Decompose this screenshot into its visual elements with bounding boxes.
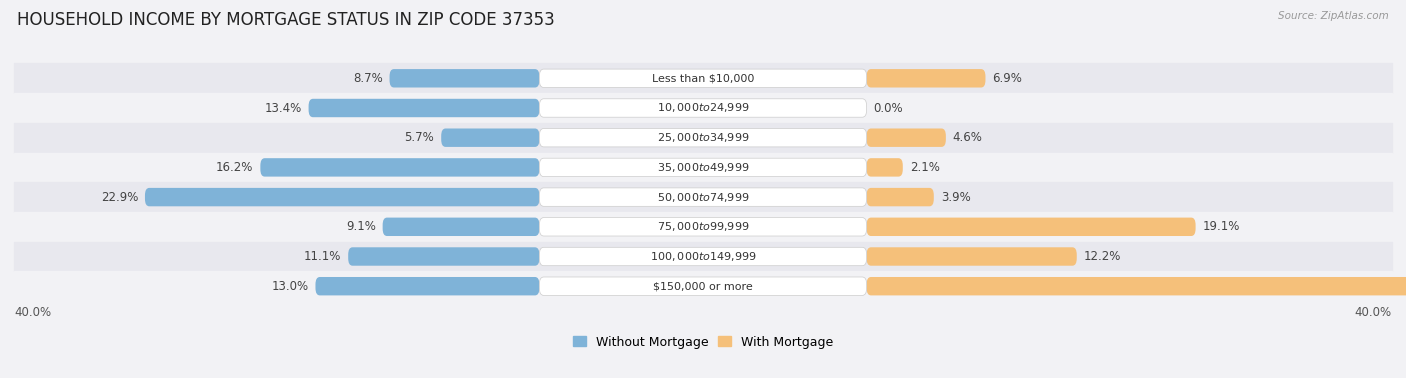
FancyBboxPatch shape	[540, 277, 866, 296]
FancyBboxPatch shape	[540, 247, 866, 266]
Text: 4.6%: 4.6%	[953, 131, 983, 144]
Bar	[14, 93, 1392, 123]
Text: 11.1%: 11.1%	[304, 250, 342, 263]
Bar	[14, 242, 1392, 271]
FancyBboxPatch shape	[866, 69, 986, 88]
FancyBboxPatch shape	[389, 69, 540, 88]
FancyBboxPatch shape	[382, 218, 540, 236]
FancyBboxPatch shape	[315, 277, 540, 296]
FancyBboxPatch shape	[866, 277, 1406, 296]
Text: 13.4%: 13.4%	[264, 102, 302, 115]
FancyBboxPatch shape	[145, 188, 540, 206]
Text: Less than $10,000: Less than $10,000	[652, 73, 754, 83]
Text: 22.9%: 22.9%	[101, 191, 138, 204]
FancyBboxPatch shape	[866, 247, 1077, 266]
FancyBboxPatch shape	[866, 129, 946, 147]
Text: 9.1%: 9.1%	[346, 220, 375, 233]
FancyBboxPatch shape	[540, 188, 866, 206]
Text: 2.1%: 2.1%	[910, 161, 939, 174]
Text: 6.9%: 6.9%	[993, 72, 1022, 85]
Text: 12.2%: 12.2%	[1084, 250, 1121, 263]
Text: $75,000 to $99,999: $75,000 to $99,999	[657, 220, 749, 233]
FancyBboxPatch shape	[540, 129, 866, 147]
Legend: Without Mortgage, With Mortgage: Without Mortgage, With Mortgage	[574, 336, 832, 349]
FancyBboxPatch shape	[260, 158, 540, 177]
Bar	[14, 212, 1392, 242]
Text: 19.1%: 19.1%	[1202, 220, 1240, 233]
FancyBboxPatch shape	[866, 158, 903, 177]
FancyBboxPatch shape	[866, 188, 934, 206]
FancyBboxPatch shape	[441, 129, 540, 147]
FancyBboxPatch shape	[540, 218, 866, 236]
Text: 0.0%: 0.0%	[873, 102, 903, 115]
Bar	[14, 64, 1392, 93]
FancyBboxPatch shape	[540, 158, 866, 177]
Text: 5.7%: 5.7%	[405, 131, 434, 144]
Text: 8.7%: 8.7%	[353, 72, 382, 85]
Text: $50,000 to $74,999: $50,000 to $74,999	[657, 191, 749, 204]
Text: $35,000 to $49,999: $35,000 to $49,999	[657, 161, 749, 174]
Text: Source: ZipAtlas.com: Source: ZipAtlas.com	[1278, 11, 1389, 21]
Text: $25,000 to $34,999: $25,000 to $34,999	[657, 131, 749, 144]
Text: $100,000 to $149,999: $100,000 to $149,999	[650, 250, 756, 263]
Text: 3.9%: 3.9%	[941, 191, 970, 204]
FancyBboxPatch shape	[349, 247, 540, 266]
Bar	[14, 153, 1392, 182]
Text: 16.2%: 16.2%	[217, 161, 253, 174]
Text: HOUSEHOLD INCOME BY MORTGAGE STATUS IN ZIP CODE 37353: HOUSEHOLD INCOME BY MORTGAGE STATUS IN Z…	[17, 11, 554, 29]
FancyBboxPatch shape	[308, 99, 540, 117]
Text: 40.0%: 40.0%	[1355, 305, 1392, 319]
Text: 40.0%: 40.0%	[14, 305, 51, 319]
FancyBboxPatch shape	[540, 69, 866, 88]
Text: $10,000 to $24,999: $10,000 to $24,999	[657, 102, 749, 115]
Bar	[14, 182, 1392, 212]
Text: $150,000 or more: $150,000 or more	[654, 281, 752, 291]
Text: 13.0%: 13.0%	[271, 280, 308, 293]
FancyBboxPatch shape	[540, 99, 866, 117]
Bar	[14, 123, 1392, 153]
Bar	[14, 271, 1392, 301]
FancyBboxPatch shape	[866, 218, 1195, 236]
